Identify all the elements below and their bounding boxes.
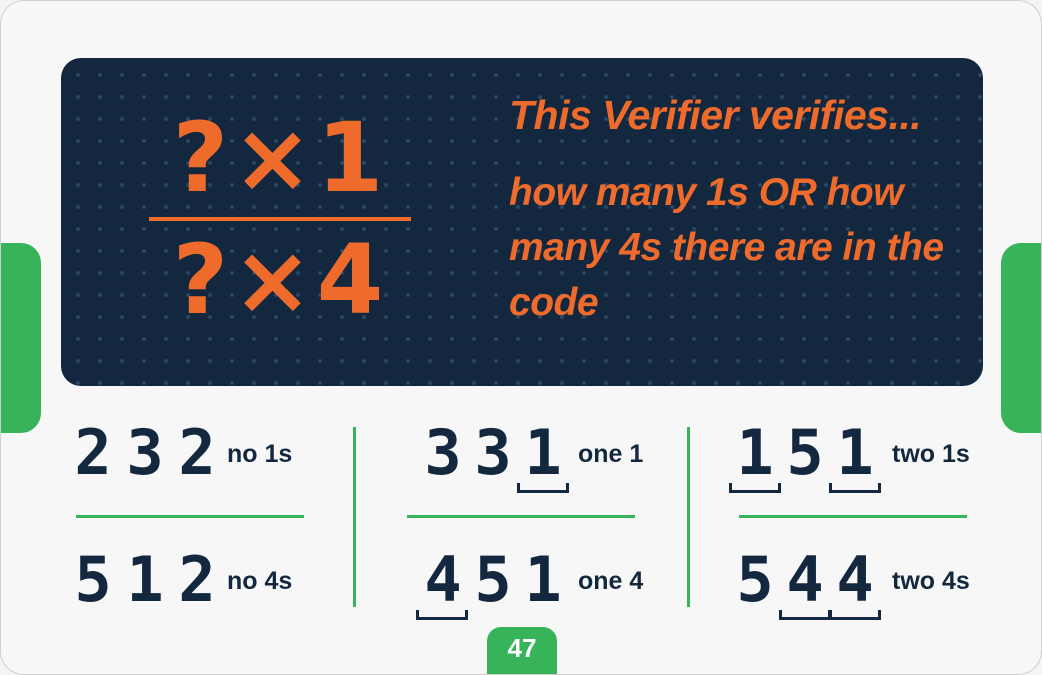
digit: 1: [126, 543, 164, 616]
example-note: two 1s: [892, 440, 970, 468]
digit: 4: [424, 543, 462, 616]
fraction-line: [149, 217, 411, 221]
digit: 2: [178, 543, 216, 616]
digit: 3: [474, 416, 512, 489]
divider: [739, 515, 967, 518]
digit: 1: [836, 416, 874, 489]
divider: [407, 515, 635, 518]
digit: 5: [786, 416, 824, 489]
highlight-bracket: [416, 610, 468, 620]
digit: 1: [524, 416, 562, 489]
fraction-numerator: ?×1: [172, 102, 388, 214]
digit: 4: [786, 543, 824, 616]
verifier-panel: ?×1 ?×4 This Verifier verifies... how ma…: [61, 58, 983, 386]
digit: 5: [736, 543, 774, 616]
highlight-bracket: [829, 610, 881, 620]
verifier-fraction: ?×1 ?×4: [149, 100, 411, 340]
digit: 3: [126, 416, 164, 489]
fraction-denominator: ?×4: [172, 224, 388, 336]
digit: 2: [74, 416, 112, 489]
example-5: 4 5 1 one 4: [416, 543, 661, 620]
example-note: one 1: [578, 440, 644, 468]
example-note: no 4s: [227, 567, 293, 595]
left-tab: [1, 243, 41, 433]
highlight-bracket: [517, 483, 569, 493]
verifier-title: This Verifier verifies...: [509, 92, 922, 138]
digit: 2: [178, 416, 216, 489]
column-divider: [353, 427, 356, 607]
digit: 4: [836, 543, 874, 616]
divider: [76, 515, 304, 518]
column-divider: [687, 427, 690, 607]
example-note: one 4: [578, 567, 644, 595]
example-note: no 1s: [227, 440, 293, 468]
example-note: two 4s: [892, 567, 970, 595]
digit: 1: [524, 543, 562, 616]
verifier-description: how many 1s OR how many 4s there are in …: [509, 171, 944, 324]
highlight-bracket: [729, 483, 781, 493]
digit: 3: [424, 416, 462, 489]
example-6: 5 4 4 two 4s: [733, 543, 983, 620]
highlight-bracket: [829, 483, 881, 493]
digit: 5: [474, 543, 512, 616]
example-2: 3 3 1 one 1: [421, 416, 661, 493]
page-number: 47: [487, 627, 557, 674]
example-4: 5 1 2 no 4s: [71, 546, 341, 616]
digit: 1: [736, 416, 774, 489]
right-tab: [1001, 243, 1041, 433]
highlight-bracket: [779, 610, 831, 620]
example-3: 1 5 1 two 1s: [729, 416, 983, 493]
digit: 5: [74, 543, 112, 616]
example-1: 2 3 2 no 1s: [71, 419, 341, 489]
